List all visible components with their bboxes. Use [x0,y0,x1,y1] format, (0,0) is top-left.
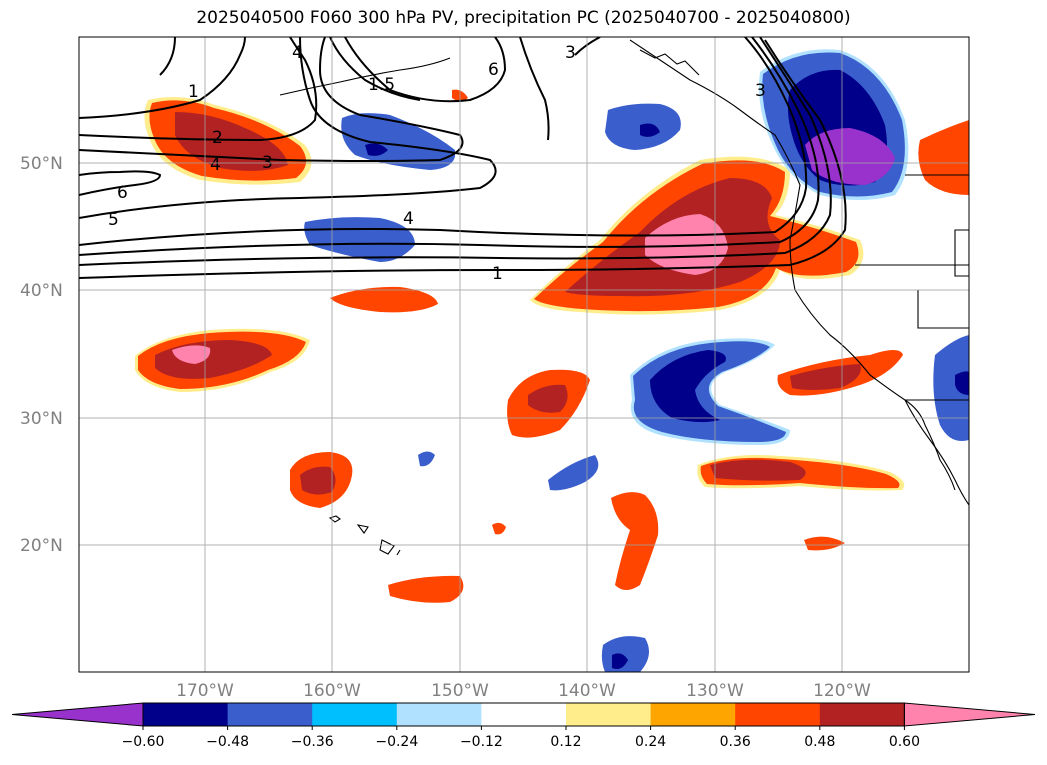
anomaly-blob [418,451,435,467]
latitude-labels: 50°N 40°N 30°N 20°N [20,154,63,556]
anomaly-blob [955,371,969,395]
colorbar-segment [143,703,229,726]
colorbar-segment [819,703,905,726]
lon-label: 120°W [813,681,871,701]
contour-label: 3 [565,43,576,63]
contour-label: 6 [117,183,128,203]
map-title: 2025040500 F060 300 hPa PV, precipitatio… [196,8,851,28]
pv-contours [79,37,847,279]
lat-label: 30°N [20,409,63,429]
contour-label: 2 [212,128,223,148]
colorbar-tick-label: −0.24 [375,734,418,750]
anomaly-blob [650,350,726,423]
colorbar-outline [142,702,905,727]
colorbar-segment [566,703,652,726]
lon-label: 170°W [176,681,234,701]
colorbar-segment [735,703,821,726]
contour-labels: 1 2 3 4 5 6 4 1 4 1.5 6 3 3 [108,43,766,284]
anomaly-blob [172,345,211,364]
contour-label: 1 [188,82,199,102]
contour-label: 4 [403,209,414,229]
anomaly-blob [710,459,806,481]
anomaly-blob [300,466,336,495]
lon-label: 140°W [558,681,616,701]
anomaly-blob [330,286,438,313]
contour-label: 6 [488,60,499,80]
colorbar-tick-label: 0.12 [550,734,581,750]
anomaly-blob [341,113,456,170]
contour-label: 4 [292,43,303,63]
contour-label: 3 [755,81,766,101]
anomaly-blob [933,335,969,441]
colorbar-tick-label: −0.12 [460,734,503,750]
contour-label: 1 [492,264,503,284]
anomaly-blob [528,384,568,413]
colorbar-tick-label: 0.60 [889,734,920,750]
anomaly-blob [611,492,659,590]
colorbar-extend-low [11,702,144,727]
anomaly-blob [601,636,649,672]
colorbar-tick-label: −0.60 [122,734,165,750]
contour-label: 1.5 [368,75,395,95]
lat-label: 40°N [20,281,63,301]
colorbar-tick-label: 0.24 [635,734,666,750]
anomaly-blob [548,455,599,491]
colorbar-segment [312,703,398,726]
anomaly-blob [645,214,728,275]
lat-label: 50°N [20,154,63,174]
colorbar-segment [481,703,567,726]
colorbar-segment [650,703,736,726]
anomaly-blob [804,536,845,551]
colorbar-extend-high [903,702,1036,727]
anomaly-blob [612,653,628,669]
anomaly-blob [790,364,861,390]
map-plot-area: 1 2 3 4 5 6 4 1 4 1.5 6 3 3 [79,37,969,672]
colorbar-segment [227,703,313,726]
colorbar-tick-label: 0.48 [804,734,835,750]
colorbar: −0.60 −0.48 −0.36 −0.24 −0.12 0.12 0.24 0.36 0.4… [11,702,1036,750]
colorbar-tick-label: −0.36 [291,734,334,750]
lat-label: 20°N [20,536,63,556]
contour-label: 4 [210,155,221,175]
anomaly-blob [918,120,969,195]
colorbar-tick-label: −0.48 [206,734,249,750]
lon-label: 150°W [431,681,489,701]
anomaly-blob [388,575,464,603]
colorbar-segment [396,703,482,726]
gridlines [79,37,969,672]
anomaly-blob [365,143,388,156]
longitude-labels: 170°W 160°W 150°W 140°W 130°W 120°W [176,681,871,701]
lon-label: 160°W [303,681,361,701]
anomaly-blob [640,123,660,137]
contour-label: 5 [108,210,119,230]
colorbar-tick-label: 0.36 [720,734,751,750]
map-frame [78,36,970,673]
lon-label: 130°W [686,681,744,701]
anomaly-blob [492,522,506,535]
